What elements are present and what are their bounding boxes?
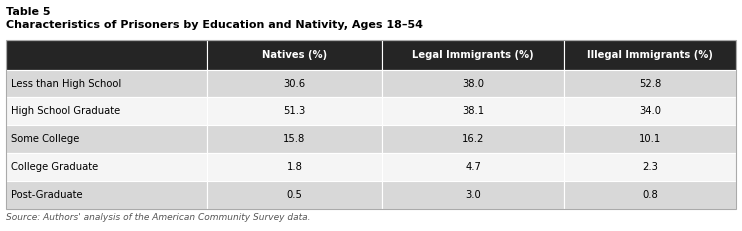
Bar xyxy=(207,40,382,70)
Text: 38.1: 38.1 xyxy=(462,106,485,116)
Text: 0.5: 0.5 xyxy=(286,190,302,200)
Text: Post-Graduate: Post-Graduate xyxy=(11,190,82,200)
Text: College Graduate: College Graduate xyxy=(11,162,98,172)
Text: 10.1: 10.1 xyxy=(639,134,661,144)
Text: 2.3: 2.3 xyxy=(643,162,658,172)
Bar xyxy=(6,40,736,209)
Text: High School Graduate: High School Graduate xyxy=(11,106,120,116)
Bar xyxy=(565,70,736,97)
Text: Source: Authors' analysis of the American Community Survey data.: Source: Authors' analysis of the America… xyxy=(6,213,310,222)
Text: 15.8: 15.8 xyxy=(283,134,306,144)
Bar xyxy=(565,181,736,209)
Bar xyxy=(6,181,207,209)
Text: 30.6: 30.6 xyxy=(283,79,306,88)
Bar xyxy=(207,97,382,125)
Text: 0.8: 0.8 xyxy=(643,190,658,200)
Bar xyxy=(382,40,565,70)
Bar xyxy=(382,153,565,181)
Bar xyxy=(382,97,565,125)
Bar xyxy=(382,181,565,209)
Bar xyxy=(565,97,736,125)
Bar xyxy=(382,125,565,153)
Text: 1.8: 1.8 xyxy=(286,162,302,172)
Bar xyxy=(207,153,382,181)
Bar xyxy=(6,125,207,153)
Text: Less than High School: Less than High School xyxy=(11,79,121,88)
Bar xyxy=(565,40,736,70)
Bar xyxy=(6,70,207,97)
Text: Illegal Immigrants (%): Illegal Immigrants (%) xyxy=(587,50,713,60)
Text: Characteristics of Prisoners by Education and Nativity, Ages 18–54: Characteristics of Prisoners by Educatio… xyxy=(6,20,423,30)
Text: 51.3: 51.3 xyxy=(283,106,306,116)
Text: 3.0: 3.0 xyxy=(465,190,481,200)
Text: Natives (%): Natives (%) xyxy=(262,50,327,60)
Text: Legal Immigrants (%): Legal Immigrants (%) xyxy=(413,50,534,60)
Bar xyxy=(6,97,207,125)
Bar xyxy=(6,153,207,181)
Bar xyxy=(6,40,207,70)
Text: 52.8: 52.8 xyxy=(639,79,661,88)
Bar xyxy=(207,125,382,153)
Bar xyxy=(382,70,565,97)
Text: 38.0: 38.0 xyxy=(462,79,485,88)
Text: Table 5: Table 5 xyxy=(6,7,50,17)
Bar xyxy=(207,70,382,97)
Bar xyxy=(565,125,736,153)
Text: 4.7: 4.7 xyxy=(465,162,481,172)
Bar xyxy=(207,181,382,209)
Bar xyxy=(565,153,736,181)
Text: Some College: Some College xyxy=(11,134,79,144)
Text: 34.0: 34.0 xyxy=(639,106,661,116)
Text: 16.2: 16.2 xyxy=(462,134,485,144)
